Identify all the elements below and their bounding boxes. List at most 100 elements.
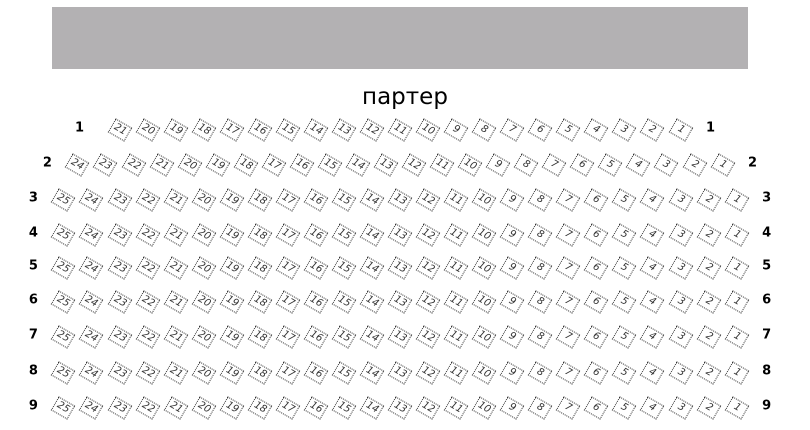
- seat[interactable]: 19: [219, 223, 244, 247]
- seat[interactable]: 3: [668, 361, 693, 385]
- seat[interactable]: 21: [163, 256, 188, 280]
- seat[interactable]: 3: [668, 256, 693, 280]
- seat[interactable]: 17: [275, 223, 301, 247]
- seat[interactable]: 19: [205, 153, 230, 177]
- seat[interactable]: 24: [79, 396, 104, 420]
- seat[interactable]: 15: [331, 396, 357, 420]
- seat[interactable]: 4: [640, 256, 665, 280]
- seat[interactable]: 21: [163, 325, 188, 349]
- seat[interactable]: 11: [429, 153, 455, 177]
- seat[interactable]: 3: [668, 396, 693, 420]
- seat[interactable]: 24: [79, 256, 104, 280]
- seat[interactable]: 14: [359, 188, 385, 212]
- seat[interactable]: 2: [696, 325, 721, 349]
- seat[interactable]: 18: [247, 361, 272, 385]
- seat[interactable]: 16: [303, 396, 329, 420]
- seat[interactable]: 17: [261, 153, 286, 177]
- seat[interactable]: 11: [443, 223, 469, 247]
- seat[interactable]: 23: [93, 153, 118, 177]
- seat[interactable]: 19: [219, 361, 244, 385]
- seat[interactable]: 18: [191, 118, 216, 142]
- seat[interactable]: 7: [556, 223, 581, 247]
- seat[interactable]: 21: [163, 361, 188, 385]
- seat[interactable]: 10: [471, 325, 497, 349]
- seat[interactable]: 2: [640, 118, 665, 142]
- seat[interactable]: 21: [163, 396, 188, 420]
- seat[interactable]: 1: [724, 396, 749, 420]
- seat[interactable]: 13: [387, 188, 413, 212]
- seat[interactable]: 19: [163, 118, 188, 142]
- seat[interactable]: 7: [556, 325, 581, 349]
- seat[interactable]: 3: [612, 118, 637, 142]
- seat[interactable]: 6: [584, 325, 609, 349]
- seat[interactable]: 17: [275, 361, 301, 385]
- seat[interactable]: 12: [415, 396, 441, 420]
- seat[interactable]: 5: [612, 325, 637, 349]
- seat[interactable]: 4: [640, 325, 665, 349]
- seat[interactable]: 13: [387, 256, 413, 280]
- seat[interactable]: 14: [303, 118, 329, 142]
- seat[interactable]: 8: [513, 153, 539, 177]
- seat[interactable]: 15: [275, 118, 301, 142]
- seat[interactable]: 19: [219, 396, 244, 420]
- seat[interactable]: 20: [191, 325, 216, 349]
- seat[interactable]: 10: [471, 396, 497, 420]
- seat[interactable]: 13: [373, 153, 399, 177]
- seat[interactable]: 9: [499, 396, 525, 420]
- seat[interactable]: 2: [696, 188, 721, 212]
- seat[interactable]: 7: [556, 256, 581, 280]
- seat[interactable]: 7: [556, 361, 581, 385]
- seat[interactable]: 18: [247, 188, 272, 212]
- seat[interactable]: 12: [415, 256, 441, 280]
- seat[interactable]: 10: [471, 256, 497, 280]
- seat[interactable]: 7: [556, 290, 581, 314]
- seat[interactable]: 7: [542, 153, 567, 177]
- seat[interactable]: 1: [710, 153, 735, 177]
- seat[interactable]: 11: [443, 396, 469, 420]
- seat[interactable]: 17: [275, 290, 301, 314]
- seat[interactable]: 10: [471, 188, 497, 212]
- seat[interactable]: 14: [345, 153, 371, 177]
- seat[interactable]: 12: [415, 188, 441, 212]
- seat[interactable]: 18: [247, 223, 272, 247]
- seat[interactable]: 5: [612, 361, 637, 385]
- seat[interactable]: 9: [499, 256, 525, 280]
- seat[interactable]: 22: [135, 361, 160, 385]
- seat[interactable]: 5: [612, 290, 637, 314]
- seat[interactable]: 8: [528, 188, 553, 212]
- seat[interactable]: 3: [668, 325, 693, 349]
- seat[interactable]: 22: [135, 223, 160, 247]
- seat[interactable]: 18: [247, 290, 272, 314]
- seat[interactable]: 8: [528, 256, 553, 280]
- seat[interactable]: 24: [79, 290, 104, 314]
- seat[interactable]: 25: [51, 325, 76, 349]
- seat[interactable]: 20: [191, 290, 216, 314]
- seat[interactable]: 16: [303, 188, 329, 212]
- seat[interactable]: 21: [163, 188, 188, 212]
- seat[interactable]: 9: [443, 118, 469, 142]
- seat[interactable]: 9: [485, 153, 511, 177]
- seat[interactable]: 19: [219, 325, 244, 349]
- seat[interactable]: 14: [359, 223, 385, 247]
- seat[interactable]: 7: [556, 396, 581, 420]
- seat[interactable]: 17: [275, 325, 301, 349]
- seat[interactable]: 2: [696, 361, 721, 385]
- seat[interactable]: 17: [219, 118, 244, 142]
- seat[interactable]: 2: [696, 256, 721, 280]
- seat[interactable]: 18: [247, 256, 272, 280]
- seat[interactable]: 1: [724, 256, 749, 280]
- seat[interactable]: 16: [303, 325, 329, 349]
- seat[interactable]: 1: [668, 118, 693, 142]
- seat[interactable]: 18: [233, 153, 258, 177]
- seat[interactable]: 6: [584, 223, 609, 247]
- seat[interactable]: 3: [668, 188, 693, 212]
- seat[interactable]: 10: [415, 118, 441, 142]
- seat[interactable]: 13: [387, 396, 413, 420]
- seat[interactable]: 14: [359, 325, 385, 349]
- seat[interactable]: 19: [219, 188, 244, 212]
- seat[interactable]: 23: [107, 256, 132, 280]
- seat[interactable]: 6: [528, 118, 553, 142]
- seat[interactable]: 22: [121, 153, 146, 177]
- seat[interactable]: 8: [528, 396, 553, 420]
- seat[interactable]: 5: [612, 223, 637, 247]
